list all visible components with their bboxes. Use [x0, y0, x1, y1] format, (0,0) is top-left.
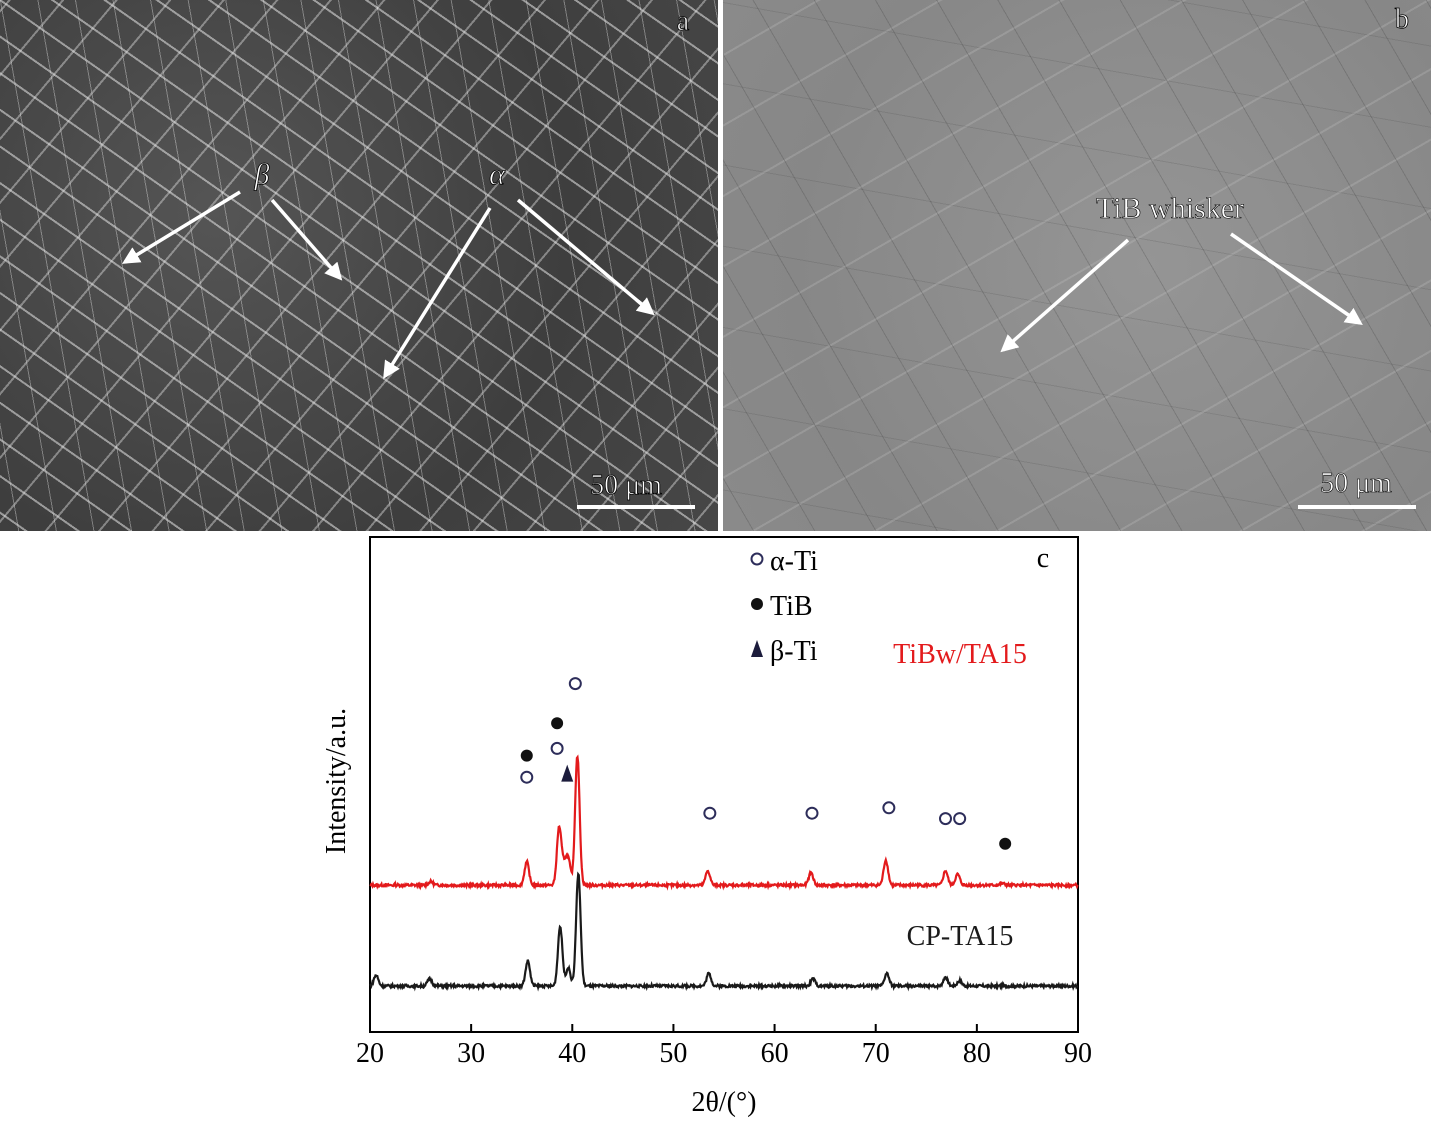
- legend-label: β-Ti: [770, 636, 818, 667]
- alpha-ti-marker: [703, 806, 717, 820]
- chart-legend: α-Ti TiB β-Ti: [750, 546, 818, 667]
- xrd-chart-panel: c Intensity/a.u. 2θ/(°) 20 30 40 50 60 70 80 90…: [0, 531, 1431, 1127]
- xrd-chart: c Intensity/a.u. 2θ/(°) 20 30 40 50 60 70 80 90…: [321, 536, 1092, 1118]
- x-tick-label: 20: [356, 1038, 384, 1069]
- beta-ti-marker: [751, 640, 763, 657]
- alpha-arrow-2: [516, 198, 655, 316]
- chart-panel-letter: c: [1037, 543, 1049, 574]
- tib-marker: [751, 598, 763, 610]
- x-axis-ticks: 20 30 40 50 60 70 80 90: [356, 1024, 1092, 1069]
- legend-label: TiB: [770, 591, 813, 622]
- alpha-ti-marker: [939, 812, 953, 826]
- alpha-ti-marker: [882, 801, 896, 815]
- micrograph-a-annotations: β α a 50 μm: [122, 6, 695, 509]
- x-tick-label: 30: [457, 1038, 485, 1069]
- beta-arrow-2: [270, 198, 343, 281]
- plot-frame: [369, 536, 1079, 1033]
- x-tick-label: 60: [761, 1038, 789, 1069]
- series-2: CP-TA15: [369, 871, 1079, 992]
- micrograph-panel-a: β α a 50 μm: [0, 0, 718, 531]
- legend-label: α-Ti: [770, 546, 818, 577]
- x-tick-label: 80: [963, 1038, 991, 1069]
- beta-arrow-1: [122, 190, 241, 264]
- tib-whisker-label: TiB whisker: [1096, 192, 1244, 225]
- panel-a-scale-bar: [577, 505, 695, 509]
- whisker-arrow-1: [1000, 238, 1130, 353]
- alpha-arrow-1: [383, 207, 492, 379]
- alpha-ti-marker: [805, 806, 819, 820]
- x-axis-label: 2θ/(°): [691, 1087, 756, 1118]
- alpha-ti-marker: [750, 552, 764, 566]
- x-tick-label: 70: [862, 1038, 890, 1069]
- beta-ti-marker: [561, 764, 574, 782]
- micrograph-panel-b: TiB whisker b 50 μm: [723, 0, 1431, 531]
- tib-marker: [520, 749, 533, 762]
- tib-marker: [551, 717, 564, 730]
- micrograph-b-annotations: TiB whisker b 50 μm: [1000, 4, 1416, 509]
- whisker-arrow-2: [1230, 232, 1363, 325]
- alpha-label: α: [489, 158, 506, 191]
- series-label: CP-TA15: [907, 921, 1014, 952]
- x-tick-label: 40: [558, 1038, 586, 1069]
- panel-a-letter: a: [677, 6, 690, 37]
- alpha-ti-marker: [953, 812, 967, 826]
- series-line: [369, 871, 1079, 992]
- panel-a-scale-label: 50 μm: [590, 470, 662, 501]
- alpha-ti-marker: [520, 770, 534, 784]
- y-axis-label: Intensity/a.u.: [321, 708, 352, 854]
- x-tick-label: 90: [1064, 1038, 1092, 1069]
- series-label: TiBw/TA15: [893, 639, 1027, 670]
- panel-b-scale-label: 50 μm: [1320, 468, 1392, 499]
- alpha-ti-marker: [550, 741, 564, 755]
- series-line: [369, 754, 1079, 891]
- micrograph-b-image: [723, 0, 1431, 531]
- series-layer: TiBw/TA15 CP-TA15: [369, 639, 1079, 992]
- tib-marker: [999, 837, 1012, 850]
- panel-b-scale-bar: [1298, 505, 1416, 509]
- panel-b-letter: b: [1395, 4, 1409, 35]
- series-1: TiBw/TA15: [369, 639, 1079, 891]
- x-tick-label: 50: [659, 1038, 687, 1069]
- alpha-ti-marker: [568, 677, 582, 691]
- beta-label: β: [254, 158, 270, 191]
